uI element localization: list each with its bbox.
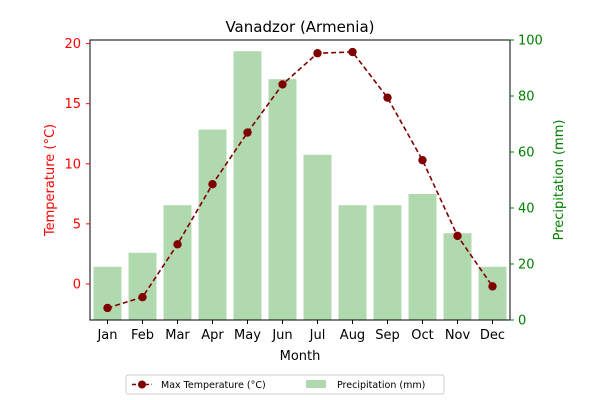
x-tick-label: Dec <box>480 328 505 343</box>
precipitation-bar-jul <box>303 154 332 320</box>
temperature-point-aug <box>348 47 357 57</box>
legend-marker-swatch <box>138 380 146 389</box>
x-tick-label: Aug <box>340 328 365 343</box>
right-axis-label: Precipitation (mm) <box>552 120 567 241</box>
temperature-point-jul <box>313 49 322 58</box>
temperature-point-mar <box>173 240 182 249</box>
precipitation-bars <box>93 51 507 320</box>
legend-box <box>125 374 445 395</box>
right-tick-label: 100 <box>518 34 543 49</box>
temperature-series-line <box>107 51 494 309</box>
legend: Max Temperature (°C) Precipitation (mm) <box>125 374 445 395</box>
precipitation-bar-apr <box>198 129 227 320</box>
x-tick-label: Sep <box>375 328 400 343</box>
x-tick-label: May <box>234 328 261 343</box>
precipitation-bar-dec <box>478 266 507 320</box>
temperature-point-dec <box>488 282 497 291</box>
temperature-point-feb <box>138 292 147 302</box>
temperature-point-apr <box>208 180 217 189</box>
chart-title: Vanadzor (Armenia) <box>225 18 374 36</box>
legend-label-temperature: Max Temperature (°C) <box>161 380 266 391</box>
temperature-line <box>103 47 497 313</box>
left-tick-label: 20 <box>64 37 81 52</box>
x-tick-label: Feb <box>131 328 154 343</box>
x-tick-label: Nov <box>445 328 471 343</box>
temperature-point-jun <box>278 80 287 89</box>
x-tick-label: Apr <box>201 328 224 343</box>
right-tick-label: 0 <box>518 314 526 329</box>
x-tick-label: Jul <box>309 328 326 343</box>
left-tick-label: 5 <box>73 217 81 232</box>
legend-bar-swatch <box>306 380 326 388</box>
precipitation-bar-sep <box>373 205 402 320</box>
x-axis-label: Month <box>280 349 321 364</box>
right-tick-label: 60 <box>518 146 535 161</box>
legend-label-precipitation: Precipitation (mm) <box>337 380 425 391</box>
precipitation-bar-mar <box>163 205 192 320</box>
left-axis-ticks: 0 5 10 15 20 <box>64 37 90 292</box>
temperature-point-nov <box>453 231 462 241</box>
temperature-point-may <box>243 128 252 137</box>
temperature-point-oct <box>418 155 427 165</box>
temperature-point-jan <box>103 303 112 313</box>
precipitation-bar-nov <box>443 233 472 320</box>
right-tick-label: 80 <box>518 90 535 105</box>
precipitation-bar-jun <box>268 79 297 320</box>
x-tick-label: Mar <box>165 328 190 343</box>
precipitation-bar-aug <box>338 205 367 320</box>
right-tick-label: 20 <box>518 258 535 273</box>
left-tick-label: 15 <box>64 97 81 112</box>
precipitation-bar-may <box>233 51 262 320</box>
temperature-point-sep <box>383 93 392 102</box>
plot-frame <box>89 39 511 321</box>
x-tick-label: Jun <box>271 328 292 343</box>
left-tick-label: 0 <box>73 277 81 292</box>
precipitation-bar-feb <box>128 252 157 320</box>
left-tick-label: 10 <box>64 157 81 172</box>
right-axis-ticks: 0 20 40 60 80 100 <box>510 34 543 329</box>
precipitation-bar-oct <box>408 194 437 320</box>
left-axis-label: Temperature (°C) <box>43 124 58 237</box>
x-tick-label: Jan <box>96 328 117 343</box>
x-tick-label: Oct <box>411 328 433 343</box>
right-tick-label: 40 <box>518 202 535 217</box>
x-axis-ticks: Jan Feb Mar Apr May Jun Jul Aug Sep Oct Nov Dec <box>96 320 505 343</box>
